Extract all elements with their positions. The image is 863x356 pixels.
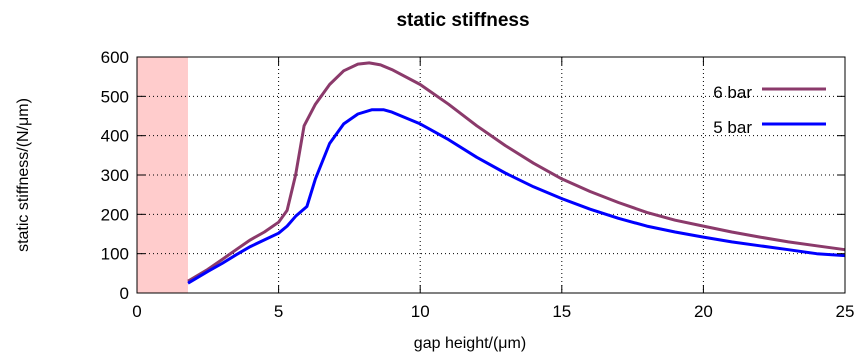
y-tick-label: 300 [101, 166, 129, 185]
chart-title: static stiffness [396, 10, 529, 31]
x-axis-label: gap height/(μm) [414, 335, 526, 352]
legend: 6 bar 5 bar [713, 83, 826, 137]
y-tick-label: 200 [101, 205, 129, 224]
x-tick-label: 15 [552, 302, 571, 321]
legend-label-2: 5 bar [713, 118, 752, 137]
y-tick-label: 400 [101, 127, 129, 146]
x-tick-label: 20 [694, 302, 713, 321]
legend-label-1: 6 bar [713, 83, 752, 102]
x-tick-label: 25 [836, 302, 855, 321]
y-tick-label: 0 [120, 284, 129, 303]
tick-labels: 0 5 10 15 20 25 0 100 200 300 400 500 600 [101, 48, 855, 321]
series-line-2 [187, 108, 846, 285]
y-tick-label: 500 [101, 87, 129, 106]
y-tick-label: 600 [101, 48, 129, 67]
y-tick-label: 100 [101, 245, 129, 264]
x-tick-label: 0 [132, 302, 141, 321]
series-line-1 [187, 61, 846, 283]
x-tick-label: 5 [274, 302, 283, 321]
x-tick-label: 10 [411, 302, 430, 321]
plot-frame [136, 56, 846, 294]
y-axis-label: static stiffness/(N/μm) [15, 98, 32, 252]
series-lines [187, 61, 846, 285]
grid [137, 57, 845, 293]
